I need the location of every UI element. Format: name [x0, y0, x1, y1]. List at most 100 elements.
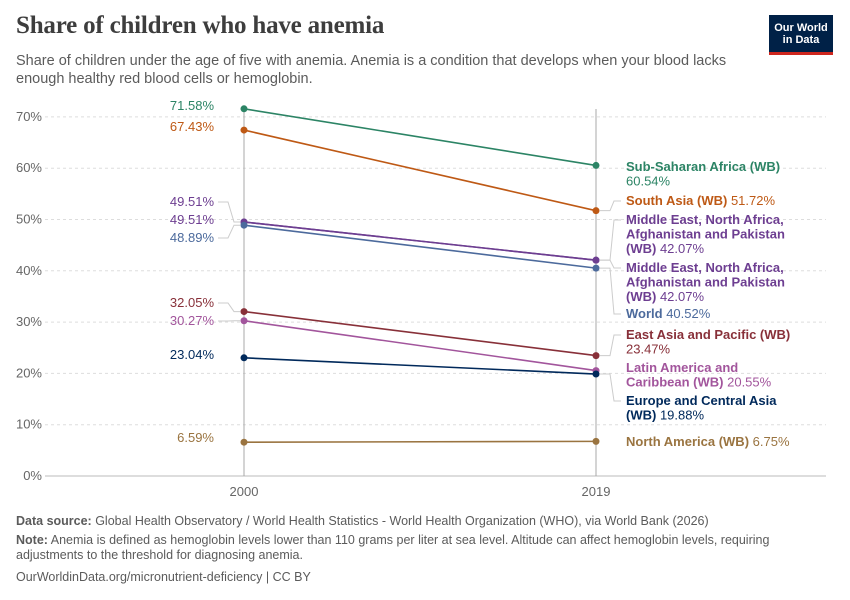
series-label-middle-east-north-africa-afghanistan-and-pakistan-wb[interactable]: Middle East, North Africa, Afghanistan an…: [626, 212, 785, 256]
end-value-label: 42.07%: [656, 289, 704, 304]
series-label-world[interactable]: World 40.52%: [626, 306, 711, 321]
source-note: Data source: Global Health Observatory /…: [16, 514, 806, 529]
series-name-part: North America (WB): [626, 434, 749, 449]
series-name-part: (WB): [626, 408, 656, 423]
y-tick-label: 40%: [16, 263, 42, 278]
data-point-east-asia-and-pacific-wb[interactable]: [240, 308, 248, 316]
y-tick-label: 70%: [16, 109, 42, 124]
connector-line: [218, 302, 240, 313]
label-layer: 71.58% 67.43% 49.51% 49.51% 48.89% 32.05% 30.2…: [170, 98, 790, 449]
end-value-label: 20.55%: [724, 375, 772, 390]
series-name-part: Middle East, North Africa,: [626, 260, 784, 275]
owid-logo[interactable]: Our World in Data: [769, 15, 833, 55]
source-label: Data source:: [16, 514, 92, 528]
series-label-europe-and-central-asia-wb[interactable]: Europe and Central Asia (WB) 19.88%: [626, 393, 777, 423]
chart-title: Share of children who have anemia: [16, 12, 385, 39]
end-value-label: 6.75%: [749, 434, 790, 449]
connector-line: [218, 201, 240, 223]
series-name-part: Afghanistan and Pakistan: [626, 275, 785, 290]
start-value-label: 32.05%: [170, 295, 215, 310]
data-point-sub-saharan-africa-wb[interactable]: [592, 161, 600, 169]
x-tick-label[interactable]: 2000: [230, 484, 259, 499]
data-point-south-asia-wb[interactable]: [240, 126, 248, 134]
data-point-sub-saharan-africa-wb[interactable]: [240, 105, 248, 113]
data-point-east-asia-and-pacific-wb[interactable]: [592, 352, 600, 360]
logo-line-1: Our World: [774, 21, 828, 34]
series-layer: [240, 105, 600, 446]
start-value-label: 6.59%: [177, 430, 214, 445]
connector-line: [600, 373, 621, 402]
series-name-part: Caribbean (WB): [626, 375, 724, 390]
series-line-north-america-wb[interactable]: [243, 440, 597, 443]
start-value-label: 71.58%: [170, 98, 215, 113]
chart-subtitle: Share of children under the age of five …: [16, 53, 727, 87]
grid-layer: [45, 116, 826, 477]
series-label-east-asia-and-pacific-wb[interactable]: East Asia and Pacific (WB): [626, 327, 790, 342]
start-value-label: 23.04%: [170, 347, 215, 362]
start-value-label: 48.89%: [170, 230, 215, 245]
connector-line: [600, 259, 621, 269]
series-name-part: Latin America and: [626, 360, 738, 375]
data-point-middle-east-north-africa-afghanistan-and-pakistan-wb[interactable]: [592, 256, 600, 264]
start-value-label: 67.43%: [170, 119, 215, 134]
data-point-europe-and-central-asia-wb[interactable]: [240, 354, 248, 362]
logo-line-2: in Data: [782, 33, 820, 46]
connector-line: [218, 224, 240, 239]
start-value-label: 49.51%: [170, 212, 215, 227]
series-name-part: Europe and Central Asia: [626, 393, 777, 408]
series-label-latin-america-and-caribbean-wb[interactable]: Latin America and Caribbean (WB) 20.55%: [626, 360, 772, 390]
data-point-north-america-wb[interactable]: [240, 438, 248, 446]
series-name-part: World: [626, 306, 663, 321]
series-line-south-asia-wb[interactable]: [243, 129, 597, 212]
x-tick-label[interactable]: 2019: [582, 484, 611, 499]
series-name-part: (WB): [626, 241, 656, 256]
series-name-part: South Asia (WB): [626, 193, 727, 208]
series-name-part: Middle East, North Africa,: [626, 212, 784, 227]
end-value-label: 23.47%: [626, 342, 671, 357]
end-value-label: 40.52%: [663, 306, 711, 321]
series-name-part: (WB): [626, 289, 656, 304]
data-point-north-america-wb[interactable]: [592, 437, 600, 445]
data-point-south-asia-wb[interactable]: [592, 207, 600, 215]
end-value-label: 42.07%: [656, 241, 704, 256]
connector-line: [600, 267, 621, 315]
data-point-europe-and-central-asia-wb[interactable]: [592, 370, 600, 378]
end-value-label: 19.88%: [656, 408, 704, 423]
series-line-world[interactable]: [243, 224, 597, 269]
chart-note: Note: Anemia is defined as hemoglobin le…: [16, 533, 806, 563]
series-line-middle-east-north-africa-afghanistan-and-pakistan-wb[interactable]: [243, 221, 597, 261]
connector-line: [600, 334, 621, 357]
series-name-part: East Asia and Pacific (WB): [626, 327, 790, 342]
series-line-east-asia-and-pacific-wb[interactable]: [243, 310, 597, 357]
series-line-latin-america-and-caribbean-wb[interactable]: [243, 319, 597, 372]
note-label: Note:: [16, 533, 48, 547]
start-value-label: 49.51%: [170, 194, 215, 209]
data-point-world[interactable]: [592, 264, 600, 272]
y-tick-label: 60%: [16, 160, 42, 175]
y-tick-label: 50%: [16, 212, 42, 227]
data-point-latin-america-and-caribbean-wb[interactable]: [240, 317, 248, 325]
series-name-part: Sub-Saharan Africa (WB): [626, 159, 780, 174]
source-text[interactable]: Global Health Observatory / World Health…: [91, 514, 709, 528]
series-label-sub-saharan-africa-wb[interactable]: Sub-Saharan Africa (WB): [626, 159, 780, 174]
y-tick-label: 30%: [16, 314, 42, 329]
series-label-south-asia-wb[interactable]: South Asia (WB) 51.72%: [626, 193, 775, 208]
y-tick-label: 20%: [16, 365, 42, 380]
axis-layer: 0% 10% 20% 30% 40% 50% 60% 70% 2000 2019: [16, 109, 610, 499]
end-value-label: 60.54%: [626, 174, 671, 189]
series-line-europe-and-central-asia-wb[interactable]: [243, 357, 597, 375]
url-license[interactable]: OurWorldinData.org/micronutrient-deficie…: [16, 570, 311, 584]
note-text: Anemia is defined as hemoglobin levels l…: [16, 533, 770, 562]
data-point-world[interactable]: [240, 221, 248, 229]
connector-line: [600, 219, 621, 261]
end-value-label: 51.72%: [727, 193, 775, 208]
start-value-label: 30.27%: [170, 313, 215, 328]
series-name-part: Afghanistan and Pakistan: [626, 227, 785, 242]
y-tick-label: 10%: [16, 417, 42, 432]
series-label-north-america-wb[interactable]: North America (WB) 6.75%: [626, 434, 790, 449]
series-label-middle-east-north-africa-afghanistan-and-pakistan-wb[interactable]: Middle East, North Africa, Afghanistan an…: [626, 260, 785, 304]
connector-line: [600, 200, 621, 212]
series-line-sub-saharan-africa-wb[interactable]: [243, 108, 597, 167]
y-tick-label: 0%: [23, 468, 42, 483]
